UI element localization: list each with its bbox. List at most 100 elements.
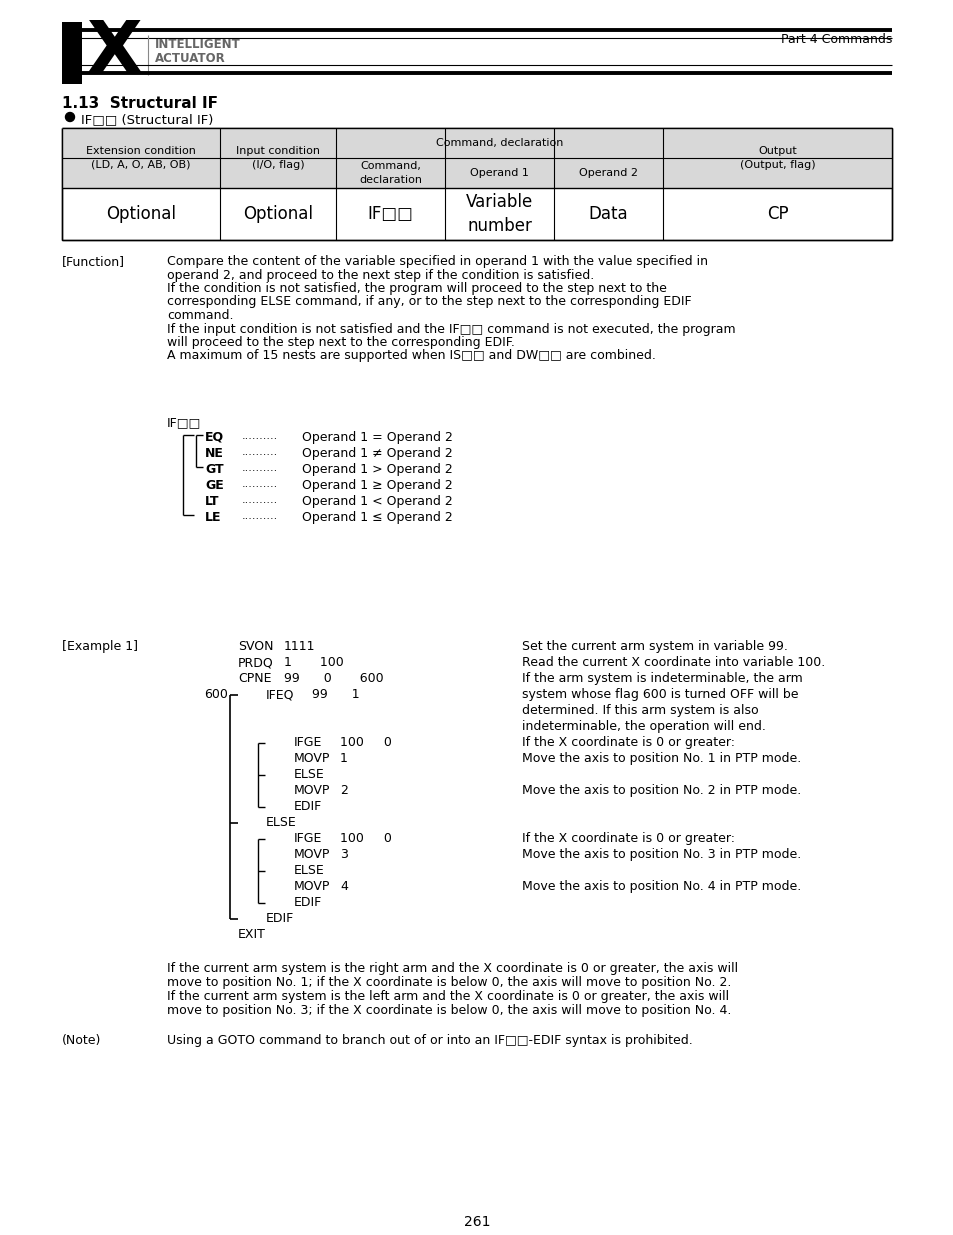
Text: IFGE: IFGE <box>294 832 322 845</box>
Text: operand 2, and proceed to the next step if the condition is satisfied.: operand 2, and proceed to the next step … <box>167 268 594 282</box>
Text: EDIF: EDIF <box>294 897 322 909</box>
Text: GT: GT <box>205 463 223 475</box>
Text: Operand 1 < Operand 2: Operand 1 < Operand 2 <box>302 495 453 508</box>
Text: IFEQ: IFEQ <box>266 688 294 701</box>
Text: Compare the content of the variable specified in operand 1 with the value specif: Compare the content of the variable spec… <box>167 254 707 268</box>
Text: MOVP: MOVP <box>294 752 330 764</box>
Text: Optional: Optional <box>106 205 175 224</box>
Circle shape <box>66 112 74 121</box>
Text: Operand 1 ≠ Operand 2: Operand 1 ≠ Operand 2 <box>302 447 453 459</box>
Text: ELSE: ELSE <box>294 768 324 781</box>
Text: EXIT: EXIT <box>237 927 266 941</box>
Text: Extension condition
(LD, A, O, AB, OB): Extension condition (LD, A, O, AB, OB) <box>86 147 195 169</box>
Text: ..........: .......... <box>242 479 278 489</box>
Text: If the condition is not satisfied, the program will proceed to the step next to : If the condition is not satisfied, the p… <box>167 282 666 295</box>
Text: GE: GE <box>205 479 224 492</box>
Text: system whose flag 600 is turned OFF will be: system whose flag 600 is turned OFF will… <box>521 688 798 701</box>
Text: Data: Data <box>588 205 628 224</box>
Text: 1111: 1111 <box>284 640 315 653</box>
Text: will proceed to the step next to the corresponding EDIF.: will proceed to the step next to the cor… <box>167 336 515 350</box>
Text: ..........: .......... <box>242 463 278 473</box>
Text: [Example 1]: [Example 1] <box>62 640 138 653</box>
Text: 261: 261 <box>463 1215 490 1229</box>
Text: If the arm system is indeterminable, the arm: If the arm system is indeterminable, the… <box>521 672 801 685</box>
Text: Move the axis to position No. 3 in PTP mode.: Move the axis to position No. 3 in PTP m… <box>521 848 801 861</box>
Text: 100     0: 100 0 <box>339 736 392 748</box>
Text: 3: 3 <box>339 848 348 861</box>
Text: Operand 1: Operand 1 <box>470 168 528 178</box>
Text: Command,
declaration: Command, declaration <box>358 162 421 184</box>
Text: EDIF: EDIF <box>294 800 322 813</box>
Text: Command, declaration: Command, declaration <box>436 138 562 148</box>
Text: ..........: .......... <box>242 511 278 521</box>
Text: MOVP: MOVP <box>294 848 330 861</box>
Text: move to position No. 3; if the X coordinate is below 0, the axis will move to po: move to position No. 3; if the X coordin… <box>167 1004 731 1016</box>
Text: Output
(Output, flag): Output (Output, flag) <box>739 147 815 169</box>
Text: [Function]: [Function] <box>62 254 125 268</box>
Text: 600: 600 <box>204 688 228 701</box>
Text: Using a GOTO command to branch out of or into an IF□□-EDIF syntax is prohibited.: Using a GOTO command to branch out of or… <box>167 1034 692 1047</box>
Text: LE: LE <box>205 511 221 524</box>
Text: CPNE: CPNE <box>237 672 272 685</box>
Text: ..........: .......... <box>242 431 278 441</box>
Text: 1: 1 <box>339 752 348 764</box>
Text: SVON: SVON <box>237 640 274 653</box>
Text: 4: 4 <box>339 881 348 893</box>
Text: If the X coordinate is 0 or greater:: If the X coordinate is 0 or greater: <box>521 736 734 748</box>
Text: ACTUATOR: ACTUATOR <box>154 52 226 65</box>
Text: ELSE: ELSE <box>266 816 296 829</box>
Bar <box>62 22 82 84</box>
Text: INTELLIGENT: INTELLIGENT <box>154 38 240 51</box>
Text: If the current arm system is the left arm and the X coordinate is 0 or greater, : If the current arm system is the left ar… <box>167 990 728 1003</box>
Text: IFGE: IFGE <box>294 736 322 748</box>
Text: CP: CP <box>766 205 787 224</box>
Text: IF□□: IF□□ <box>167 416 201 429</box>
Text: 1.13  Structural IF: 1.13 Structural IF <box>62 96 218 111</box>
Text: Operand 1 ≤ Operand 2: Operand 1 ≤ Operand 2 <box>302 511 453 524</box>
Text: Read the current X coordinate into variable 100.: Read the current X coordinate into varia… <box>521 656 824 669</box>
Text: A maximum of 15 nests are supported when IS□□ and DW□□ are combined.: A maximum of 15 nests are supported when… <box>167 350 656 363</box>
Text: corresponding ELSE command, if any, or to the step next to the corresponding EDI: corresponding ELSE command, if any, or t… <box>167 295 691 309</box>
Text: move to position No. 1; if the X coordinate is below 0, the axis will move to po: move to position No. 1; if the X coordin… <box>167 976 731 989</box>
Text: PRDQ: PRDQ <box>237 656 274 669</box>
Text: Operand 2: Operand 2 <box>578 168 638 178</box>
Text: NE: NE <box>205 447 224 459</box>
Text: EDIF: EDIF <box>266 911 294 925</box>
Text: ..........: .......... <box>242 495 278 505</box>
Text: Variable
number: Variable number <box>465 193 533 235</box>
Bar <box>62 128 891 188</box>
Text: 99      1: 99 1 <box>312 688 359 701</box>
Text: ..........: .......... <box>242 447 278 457</box>
Text: If the current arm system is the right arm and the X coordinate is 0 or greater,: If the current arm system is the right a… <box>167 962 738 974</box>
Text: LT: LT <box>205 495 219 508</box>
Text: If the input condition is not satisfied and the IF□□ command is not executed, th: If the input condition is not satisfied … <box>167 322 735 336</box>
Text: 2: 2 <box>339 784 348 797</box>
Text: Operand 1 ≥ Operand 2: Operand 1 ≥ Operand 2 <box>302 479 453 492</box>
Text: Move the axis to position No. 1 in PTP mode.: Move the axis to position No. 1 in PTP m… <box>521 752 801 764</box>
Text: 1       100: 1 100 <box>284 656 343 669</box>
Bar <box>62 128 891 188</box>
Text: ELSE: ELSE <box>294 864 324 877</box>
Text: IF□□ (Structural IF): IF□□ (Structural IF) <box>81 112 213 126</box>
Text: X: X <box>87 19 143 86</box>
Text: indeterminable, the operation will end.: indeterminable, the operation will end. <box>521 720 765 734</box>
Text: 99      0       600: 99 0 600 <box>284 672 383 685</box>
Text: Operand 1 = Operand 2: Operand 1 = Operand 2 <box>302 431 453 445</box>
Text: Input condition
(I/O, flag): Input condition (I/O, flag) <box>235 147 319 169</box>
Text: EQ: EQ <box>205 431 224 445</box>
Bar <box>62 128 891 240</box>
Text: MOVP: MOVP <box>294 784 330 797</box>
Text: determined. If this arm system is also: determined. If this arm system is also <box>521 704 758 718</box>
Text: MOVP: MOVP <box>294 881 330 893</box>
Text: Move the axis to position No. 4 in PTP mode.: Move the axis to position No. 4 in PTP m… <box>521 881 801 893</box>
Text: IF□□: IF□□ <box>367 205 413 224</box>
Text: Part 4 Commands: Part 4 Commands <box>780 33 891 46</box>
Text: If the X coordinate is 0 or greater:: If the X coordinate is 0 or greater: <box>521 832 734 845</box>
Text: Set the current arm system in variable 99.: Set the current arm system in variable 9… <box>521 640 787 653</box>
Text: 100     0: 100 0 <box>339 832 392 845</box>
Text: Move the axis to position No. 2 in PTP mode.: Move the axis to position No. 2 in PTP m… <box>521 784 801 797</box>
Text: (Note): (Note) <box>62 1034 101 1047</box>
Text: Operand 1 > Operand 2: Operand 1 > Operand 2 <box>302 463 453 475</box>
Text: Optional: Optional <box>243 205 313 224</box>
Text: command.: command. <box>167 309 233 322</box>
